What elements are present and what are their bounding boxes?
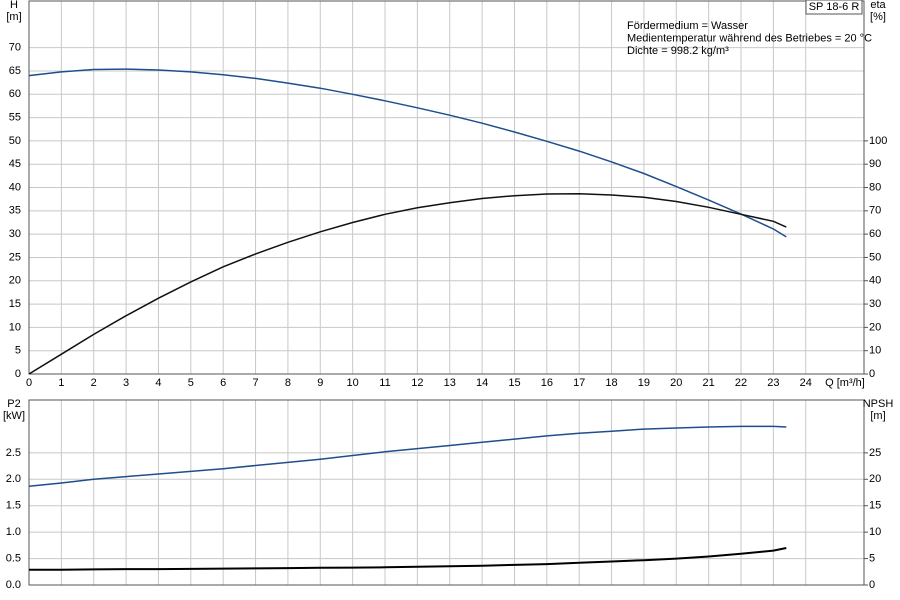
x-tick-label: 10 [347, 377, 359, 389]
y2-tick-label: 20 [869, 473, 881, 485]
x-tick-label: 4 [155, 377, 161, 389]
label: SP 18-6 R [809, 1, 860, 13]
x-tick-label: 13 [444, 377, 456, 389]
x-tick-label: 11 [379, 377, 390, 389]
y-tick-label: 0 [15, 368, 21, 380]
y-tick-label: 5 [15, 345, 21, 357]
y-tick-label: 55 [9, 111, 21, 123]
y-tick-label: 10 [9, 321, 21, 333]
y-tick-label: 15 [9, 298, 21, 310]
x-tick-label: 20 [670, 377, 682, 389]
y-tick-label: 2.5 [6, 447, 21, 459]
x-tick-label: 17 [573, 377, 585, 389]
y-tick-label: 2.0 [6, 473, 21, 485]
y-tick-label: 35 [9, 205, 21, 217]
x-tick-label: 5 [188, 377, 194, 389]
y2-axis-unit: [m] [870, 410, 885, 422]
y2-tick-label: 100 [869, 135, 887, 147]
y2-tick-label: 15 [869, 500, 881, 512]
y-tick-label: 1.5 [6, 500, 21, 512]
x-tick-label: 18 [605, 377, 617, 389]
y-axis-label: H [10, 0, 18, 11]
y-axis-label: P2 [7, 398, 20, 410]
y2-axis-unit: [%] [870, 11, 886, 23]
y-tick-label: 50 [9, 135, 21, 147]
y-tick-label: 70 [9, 42, 21, 54]
curve-h [28, 68, 787, 238]
x-tick-label: 2 [91, 377, 97, 389]
x-tick-label: 1 [58, 377, 64, 389]
y2-tick-label: 0 [869, 368, 875, 380]
plot-frame [28, 399, 865, 586]
y-tick-label: 30 [9, 228, 21, 240]
x-tick-label: 15 [508, 377, 520, 389]
x-tick-label: 21 [703, 377, 715, 389]
curve-p2 [28, 425, 787, 487]
y2-tick-label: 80 [869, 181, 881, 193]
y2-tick-label: 50 [869, 251, 881, 263]
y-axis-unit: [kW] [3, 410, 25, 422]
y2-axis-label: NPSH [863, 398, 894, 410]
y2-tick-label: 5 [869, 552, 875, 564]
x-axis-label: Q [m³/h] [825, 377, 865, 389]
curve-npsh [29, 547, 787, 571]
y2-tick-label: 30 [869, 298, 881, 310]
y2-tick-label: 10 [869, 526, 881, 538]
y-tick-label: 60 [9, 88, 21, 100]
x-tick-label: 23 [767, 377, 779, 389]
x-tick-label: 14 [476, 377, 488, 389]
y2-tick-label: 70 [869, 205, 881, 217]
annotation: Medientemperatur während des Betriebes =… [627, 32, 872, 44]
x-tick-label: 7 [252, 377, 258, 389]
x-tick-label: 9 [317, 377, 323, 389]
y2-tick-label: 25 [869, 447, 881, 459]
y2-tick-label: 60 [869, 228, 881, 240]
y2-tick-label: 0 [869, 579, 875, 591]
annotation: Fördermedium = Wasser [627, 20, 748, 32]
y-tick-label: 20 [9, 275, 21, 287]
y-tick-label: 1.0 [6, 526, 21, 538]
x-tick-label: 24 [800, 377, 812, 389]
y-tick-label: 0.0 [6, 579, 21, 591]
y2-tick-label: 40 [869, 275, 881, 287]
x-tick-label: 3 [123, 377, 129, 389]
x-tick-label: 0 [26, 377, 32, 389]
y-tick-label: 0.5 [6, 552, 21, 564]
annotation: Dichte = 998.2 kg/m³ [627, 45, 729, 57]
y-axis-unit: [m] [6, 11, 21, 23]
x-tick-label: 8 [285, 377, 291, 389]
label-box [805, 0, 863, 15]
x-tick-label: 22 [735, 377, 747, 389]
x-tick-label: 6 [220, 377, 226, 389]
y-tick-label: 65 [9, 65, 21, 77]
y-tick-label: 40 [9, 181, 21, 193]
y2-axis-label: eta [870, 0, 886, 11]
x-tick-label: 19 [638, 377, 650, 389]
curve-eta [28, 193, 787, 375]
y-tick-label: 25 [9, 251, 21, 263]
y2-tick-label: 20 [869, 321, 881, 333]
x-tick-label: 16 [541, 377, 553, 389]
x-tick-label: 12 [411, 377, 423, 389]
y-tick-label: 45 [9, 158, 21, 170]
y2-tick-label: 10 [869, 345, 881, 357]
plot-frame [28, 0, 865, 375]
y2-tick-label: 90 [869, 158, 881, 170]
